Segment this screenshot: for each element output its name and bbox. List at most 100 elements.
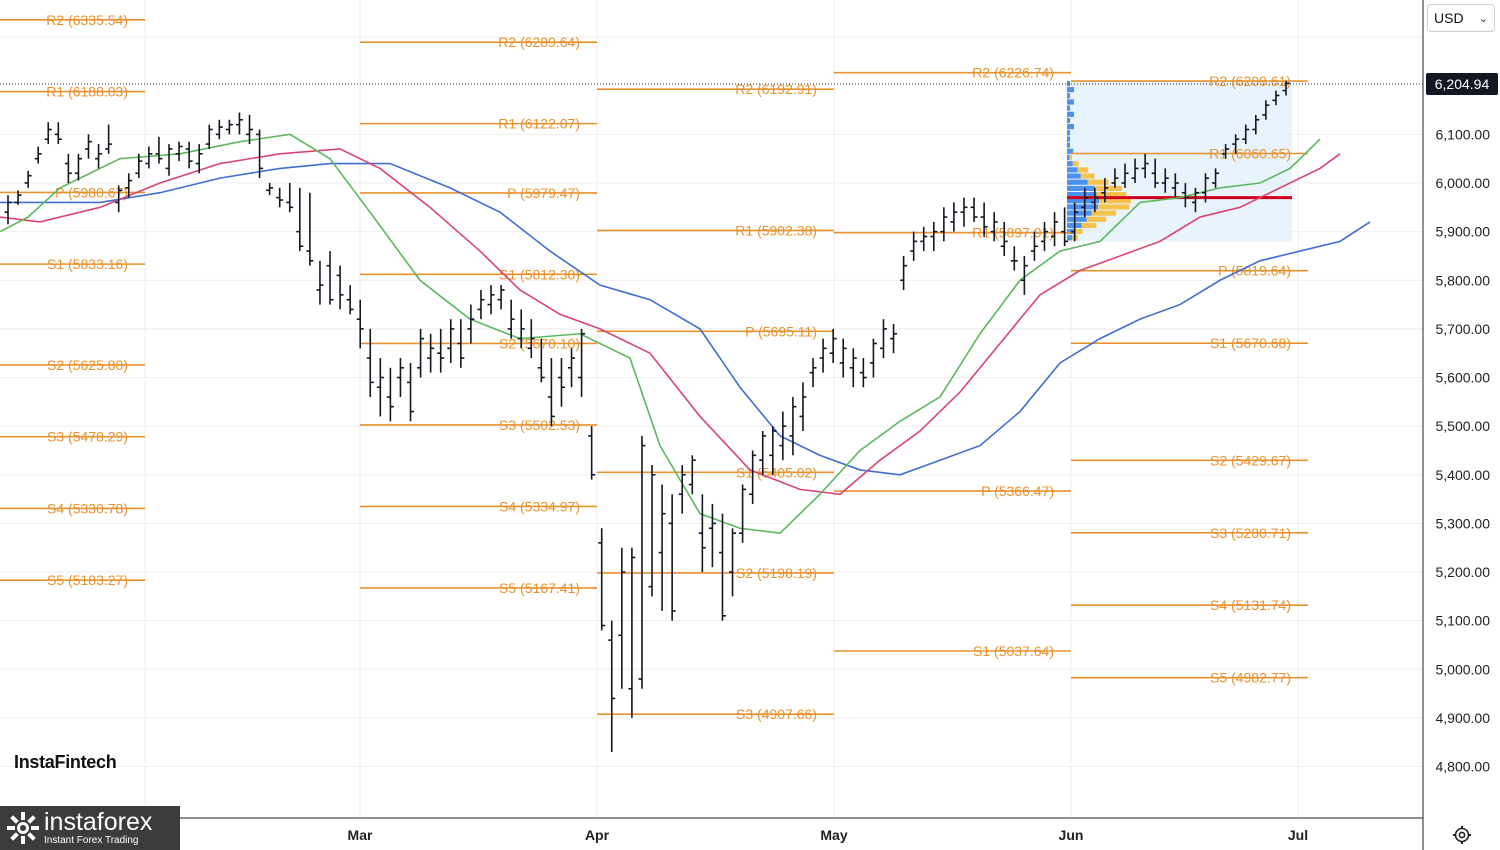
ma-fast-line [0,133,1321,534]
pivot-level-label: S3 (5280.71) [1210,525,1291,541]
pivot-level-label: P (5366.47) [981,483,1054,499]
ohlc-bar [829,328,837,363]
ohlc-bar [527,319,535,359]
ohlc-bar [336,265,344,310]
ohlc-bar [517,309,525,349]
ohlc-bar [1061,207,1069,247]
ohlc-bar [578,328,586,397]
ohlc-bar [890,324,898,354]
ohlc-bar [708,503,716,568]
volume-profile-row [1067,80,1070,87]
ohlc-bar [739,484,747,543]
ohlc-bar [1181,183,1189,208]
ohlc-bar [568,348,576,388]
ohlc-bar [658,484,666,611]
ohlc-bar [990,212,998,242]
ohlc-bar [1161,168,1169,193]
ohlc-bar [1121,163,1129,188]
pivot-level-label: S3 (5478.29) [47,429,128,445]
ohlc-bar [1272,90,1280,106]
ohlc-bar [940,207,948,242]
volume-profile-row-va [1096,191,1127,198]
ohlc-bar [1212,168,1220,188]
ohlc-bar [537,338,545,383]
ohlc-bar [44,122,52,145]
pivot-level-label: S3 (4907.66) [736,706,817,722]
brand-name: InstaFintech [14,752,117,772]
pivot-level-label: S2 (5670.10) [499,335,580,351]
ohlc-bar [1201,173,1209,203]
ohlc-bar [779,411,787,461]
gear-icon[interactable] [1452,825,1472,845]
ohlc-bar [849,348,857,388]
pivot-level-label: S1 (5833.16) [47,256,128,272]
volume-profile-row [1067,117,1070,124]
pivot-level-label: P (5819.64) [1218,263,1291,279]
pivot-level-label: S1 (5405.02) [736,464,817,480]
volume-profile-row-va [1069,154,1072,161]
price-tick-label: 5,900.00 [1436,224,1491,240]
volume-profile-row [1067,161,1073,167]
ohlc-bar [276,187,284,208]
volume-profile-row [1067,185,1095,191]
ohlc-bar [598,528,606,631]
ohlc-bar [386,367,394,422]
ohlc-bar [447,319,455,363]
ohlc-bar [638,435,646,689]
ohlc-bar [427,333,435,373]
time-axis[interactable]: Mar Apr May Jun Jul [348,827,1309,843]
ohlc-bar [396,358,404,397]
volume-profile-row [1067,111,1074,117]
ohlc-bar [366,328,374,397]
ohlc-bar [195,144,203,174]
ohlc-bar [910,231,918,261]
volume-profile-row-va [1091,210,1117,216]
month-tick-label: Jul [1288,827,1308,843]
ohlc-bar [4,195,12,225]
ohlc-bar [608,620,616,752]
ohlc-bar [930,221,938,252]
ohlc-bar [900,255,908,290]
ohlc-bar [286,183,294,213]
currency-selector[interactable]: USD ⌄ [1427,4,1495,32]
ohlc-bar [14,190,22,205]
volume-profile-row [1067,167,1078,173]
pivot-level-label: R1 (5897.91) [972,225,1054,241]
price-tick-label: 5,100.00 [1436,613,1491,629]
ohlc-bar [1051,212,1059,247]
volume-profile-row [1067,235,1073,241]
volume-profile-row [1067,179,1088,185]
volume-profile-row-va [1080,173,1095,179]
ohlc-bar [306,192,314,266]
ohlc-bar [457,319,465,368]
ohlc-bars [4,80,1290,752]
ohlc-bar [970,197,978,222]
ohlc-bar [698,494,706,573]
ohlc-bar [1010,246,1018,271]
pivot-level-label: P (5980.67) [55,184,128,200]
ohlc-bar [950,202,958,232]
pivot-levels: R2 (6335.54) R1 (6188.03) P (5980.67) S1 (5… [0,12,1308,722]
ohlc-bar [175,141,183,162]
last-price-label: 6,204.94 [1426,73,1498,95]
ohlc-bar [809,358,817,388]
pivot-level-label: S4 (5334.97) [499,498,580,514]
ohlc-bar [64,153,72,183]
ohlc-bar [1242,124,1250,145]
ohlc-bar [648,465,656,597]
price-axis[interactable]: 4,800.00 4,900.00 5,000.00 5,100.00 5,200.00… [1436,126,1491,774]
price-tick-label: 5,700.00 [1436,321,1491,337]
ohlc-bar [74,153,82,181]
pivot-level-label: R2 (6335.54) [46,12,128,28]
ohlc-bar [437,328,445,373]
ohlc-bar [1222,144,1230,159]
ohlc-bar [869,338,877,378]
pivot-level-label: R1 (6060.65) [1209,146,1291,162]
ohlc-bar [688,455,696,495]
instaforex-logo[interactable]: instaforex Instant Forex Trading [0,806,180,850]
price-tick-label: 4,800.00 [1436,759,1491,775]
pivot-level-label: P (5979.47) [507,185,580,201]
ohlc-bar [215,119,223,140]
ohlc-bar [507,299,515,339]
